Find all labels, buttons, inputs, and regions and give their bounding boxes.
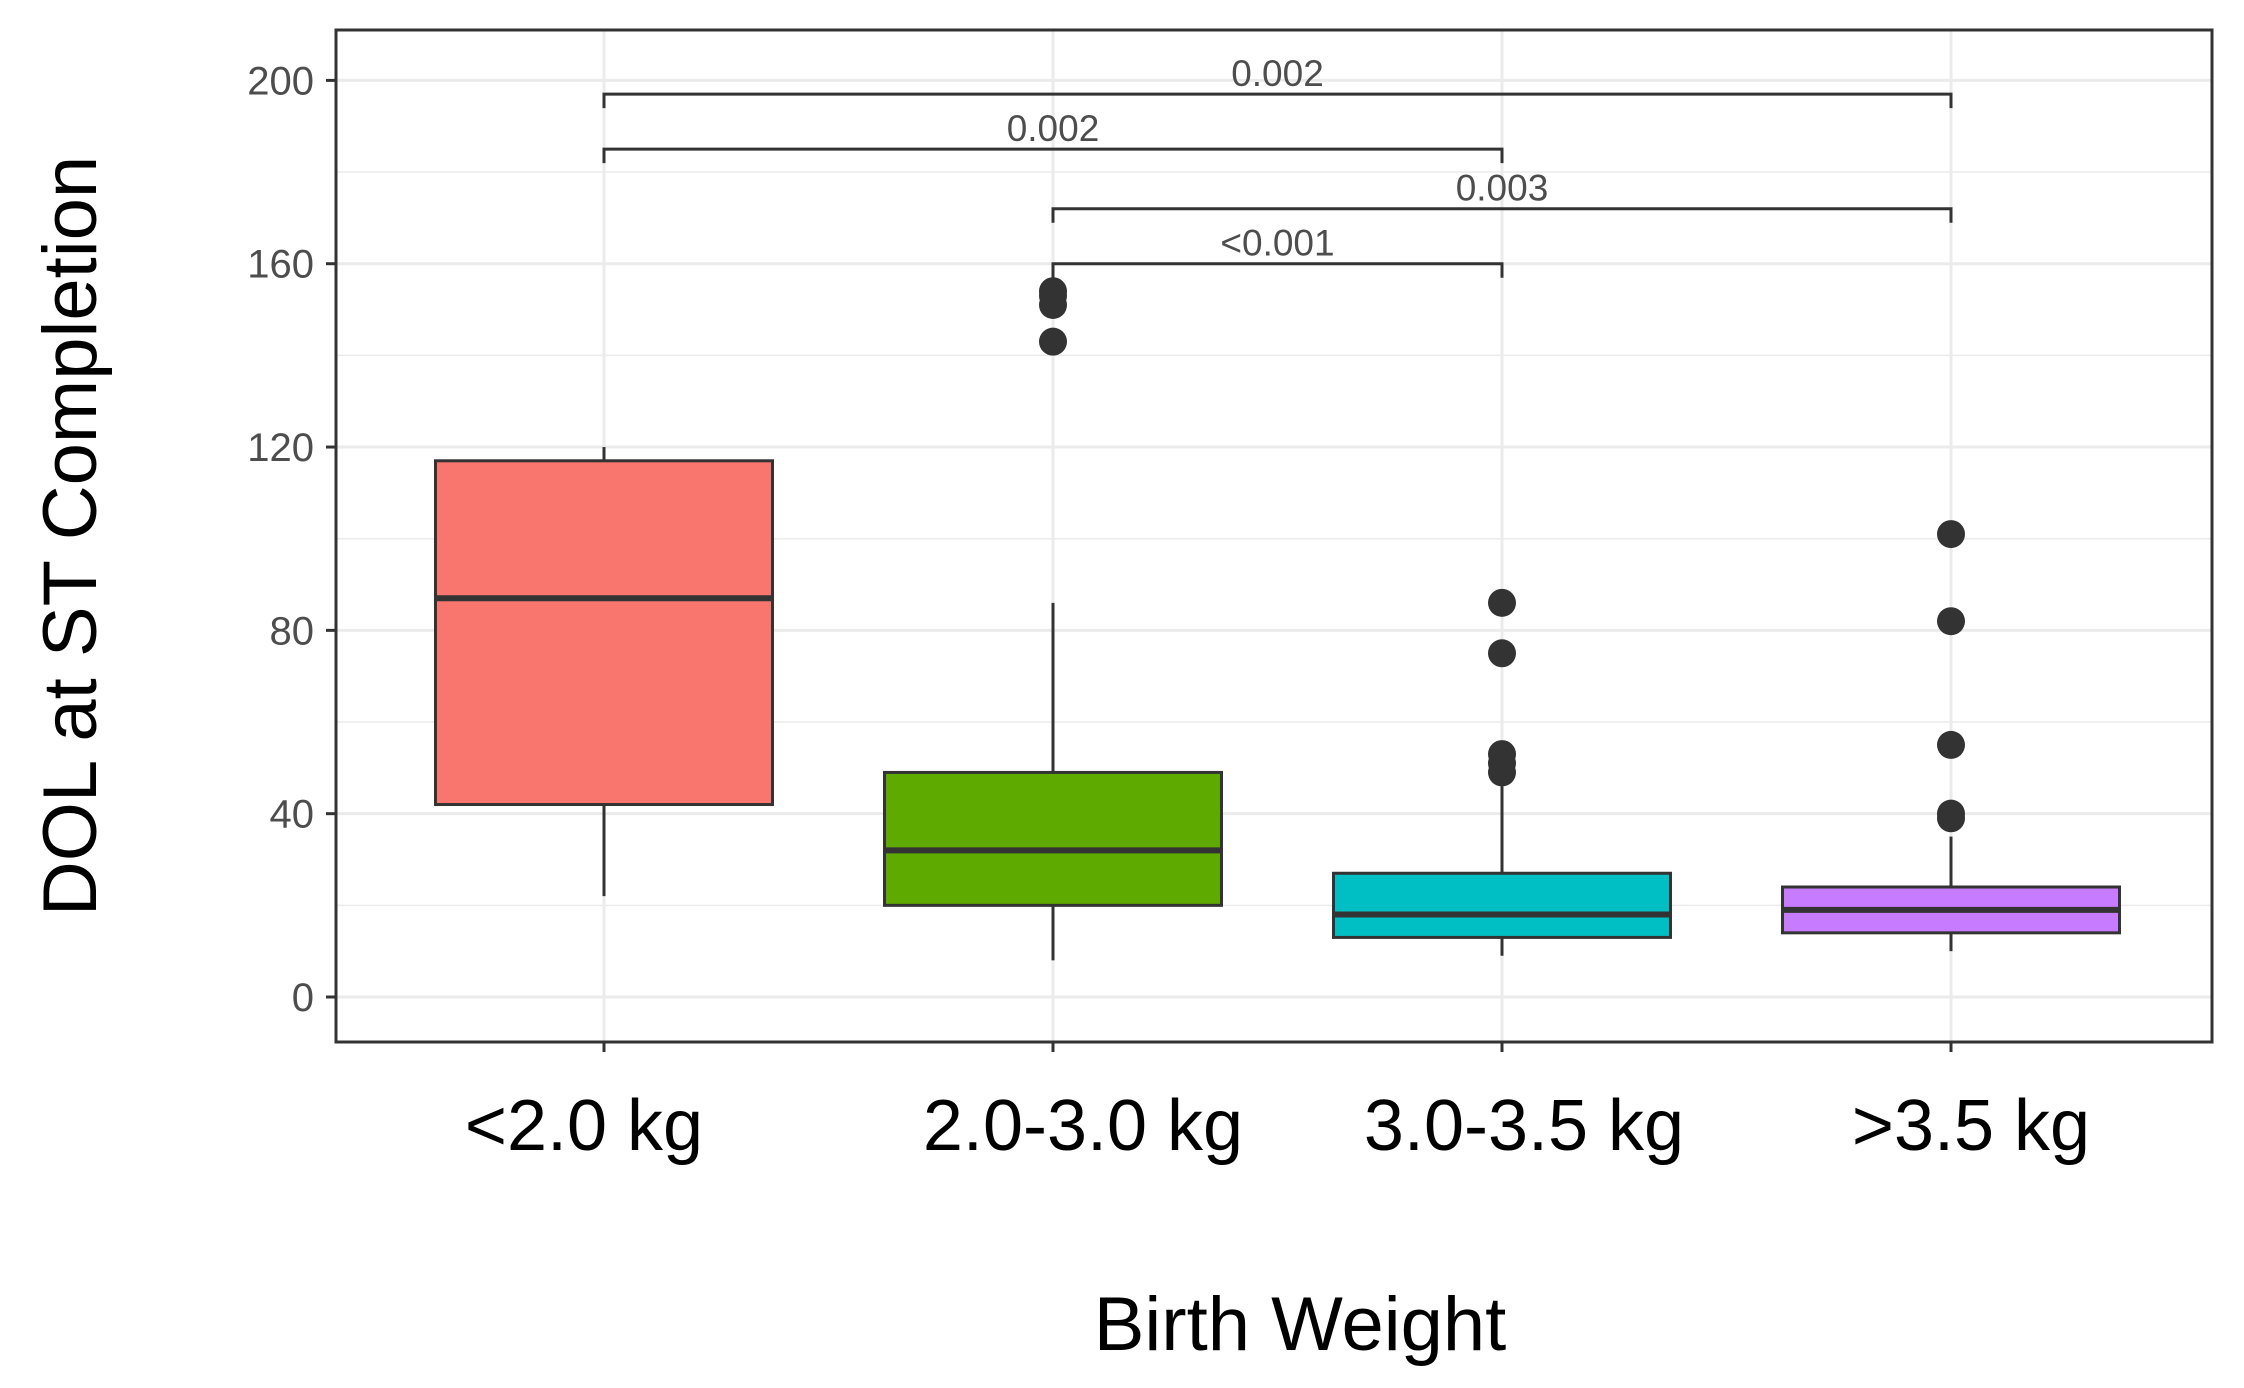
y-tick-label: 160: [247, 243, 314, 287]
x-axis: <2.0 kg 2.0-3.0 kg 3.0-3.5 kg >3.5 kg: [465, 1042, 2090, 1166]
bracket-line: [1051, 207, 1953, 223]
outlier-point: [1937, 520, 1965, 549]
y-tick-label: 200: [247, 59, 314, 103]
p-value-label: 0.002: [1231, 53, 1324, 94]
x-tick-label: 2.0-3.0 kg: [923, 1086, 1243, 1166]
p-value-label: <0.001: [1220, 223, 1334, 264]
p-value-label: 0.003: [1456, 168, 1549, 209]
bracket-line: [602, 92, 1953, 109]
bracket-line: [1051, 262, 1504, 278]
box-iqr: [883, 770, 1223, 907]
outlier-point: [1937, 607, 1965, 636]
comparison-bracket: 0.002: [602, 53, 1953, 109]
x-tick-label: 3.0-3.5 kg: [1364, 1086, 1684, 1166]
y-tick-label: 80: [270, 609, 315, 653]
comparison-bracket: <0.001: [1051, 223, 1504, 278]
outlier-point: [1039, 327, 1067, 356]
outlier-point: [1937, 730, 1965, 759]
box-iqr: [1332, 871, 1672, 939]
box-iqr: [434, 459, 774, 807]
bracket-line: [602, 147, 1504, 164]
y-tick-label: 120: [247, 426, 314, 470]
outlier-point: [1488, 740, 1516, 769]
outlier-point: [1488, 588, 1516, 617]
box-2: [883, 277, 1223, 961]
box-4: [1781, 520, 2121, 952]
y-axis: 0 40 80 120 160 200: [247, 59, 336, 1020]
x-axis-title: Birth Weight: [1094, 1282, 1507, 1367]
p-value-label: 0.002: [1007, 108, 1100, 149]
outlier-point: [1039, 277, 1067, 306]
outlier-point: [1937, 799, 1965, 828]
box-3: [1332, 588, 1672, 956]
x-tick-label: >3.5 kg: [1852, 1086, 2090, 1166]
y-axis-title: DOL at ST Completion: [28, 156, 113, 916]
boxes: [434, 277, 2121, 961]
comparison-bracket: 0.002: [602, 108, 1504, 164]
plot-panel-border: [334, 28, 2214, 1044]
significance-brackets: 0.002 0.002 0.003 <0.001: [602, 53, 1953, 278]
box-1: [434, 447, 774, 897]
outlier-point: [1488, 639, 1516, 668]
y-tick-label: 0: [292, 976, 314, 1020]
y-tick-label: 40: [270, 793, 315, 837]
comparison-bracket: 0.003: [1051, 168, 1953, 223]
x-tick-label: <2.0 kg: [465, 1086, 703, 1166]
